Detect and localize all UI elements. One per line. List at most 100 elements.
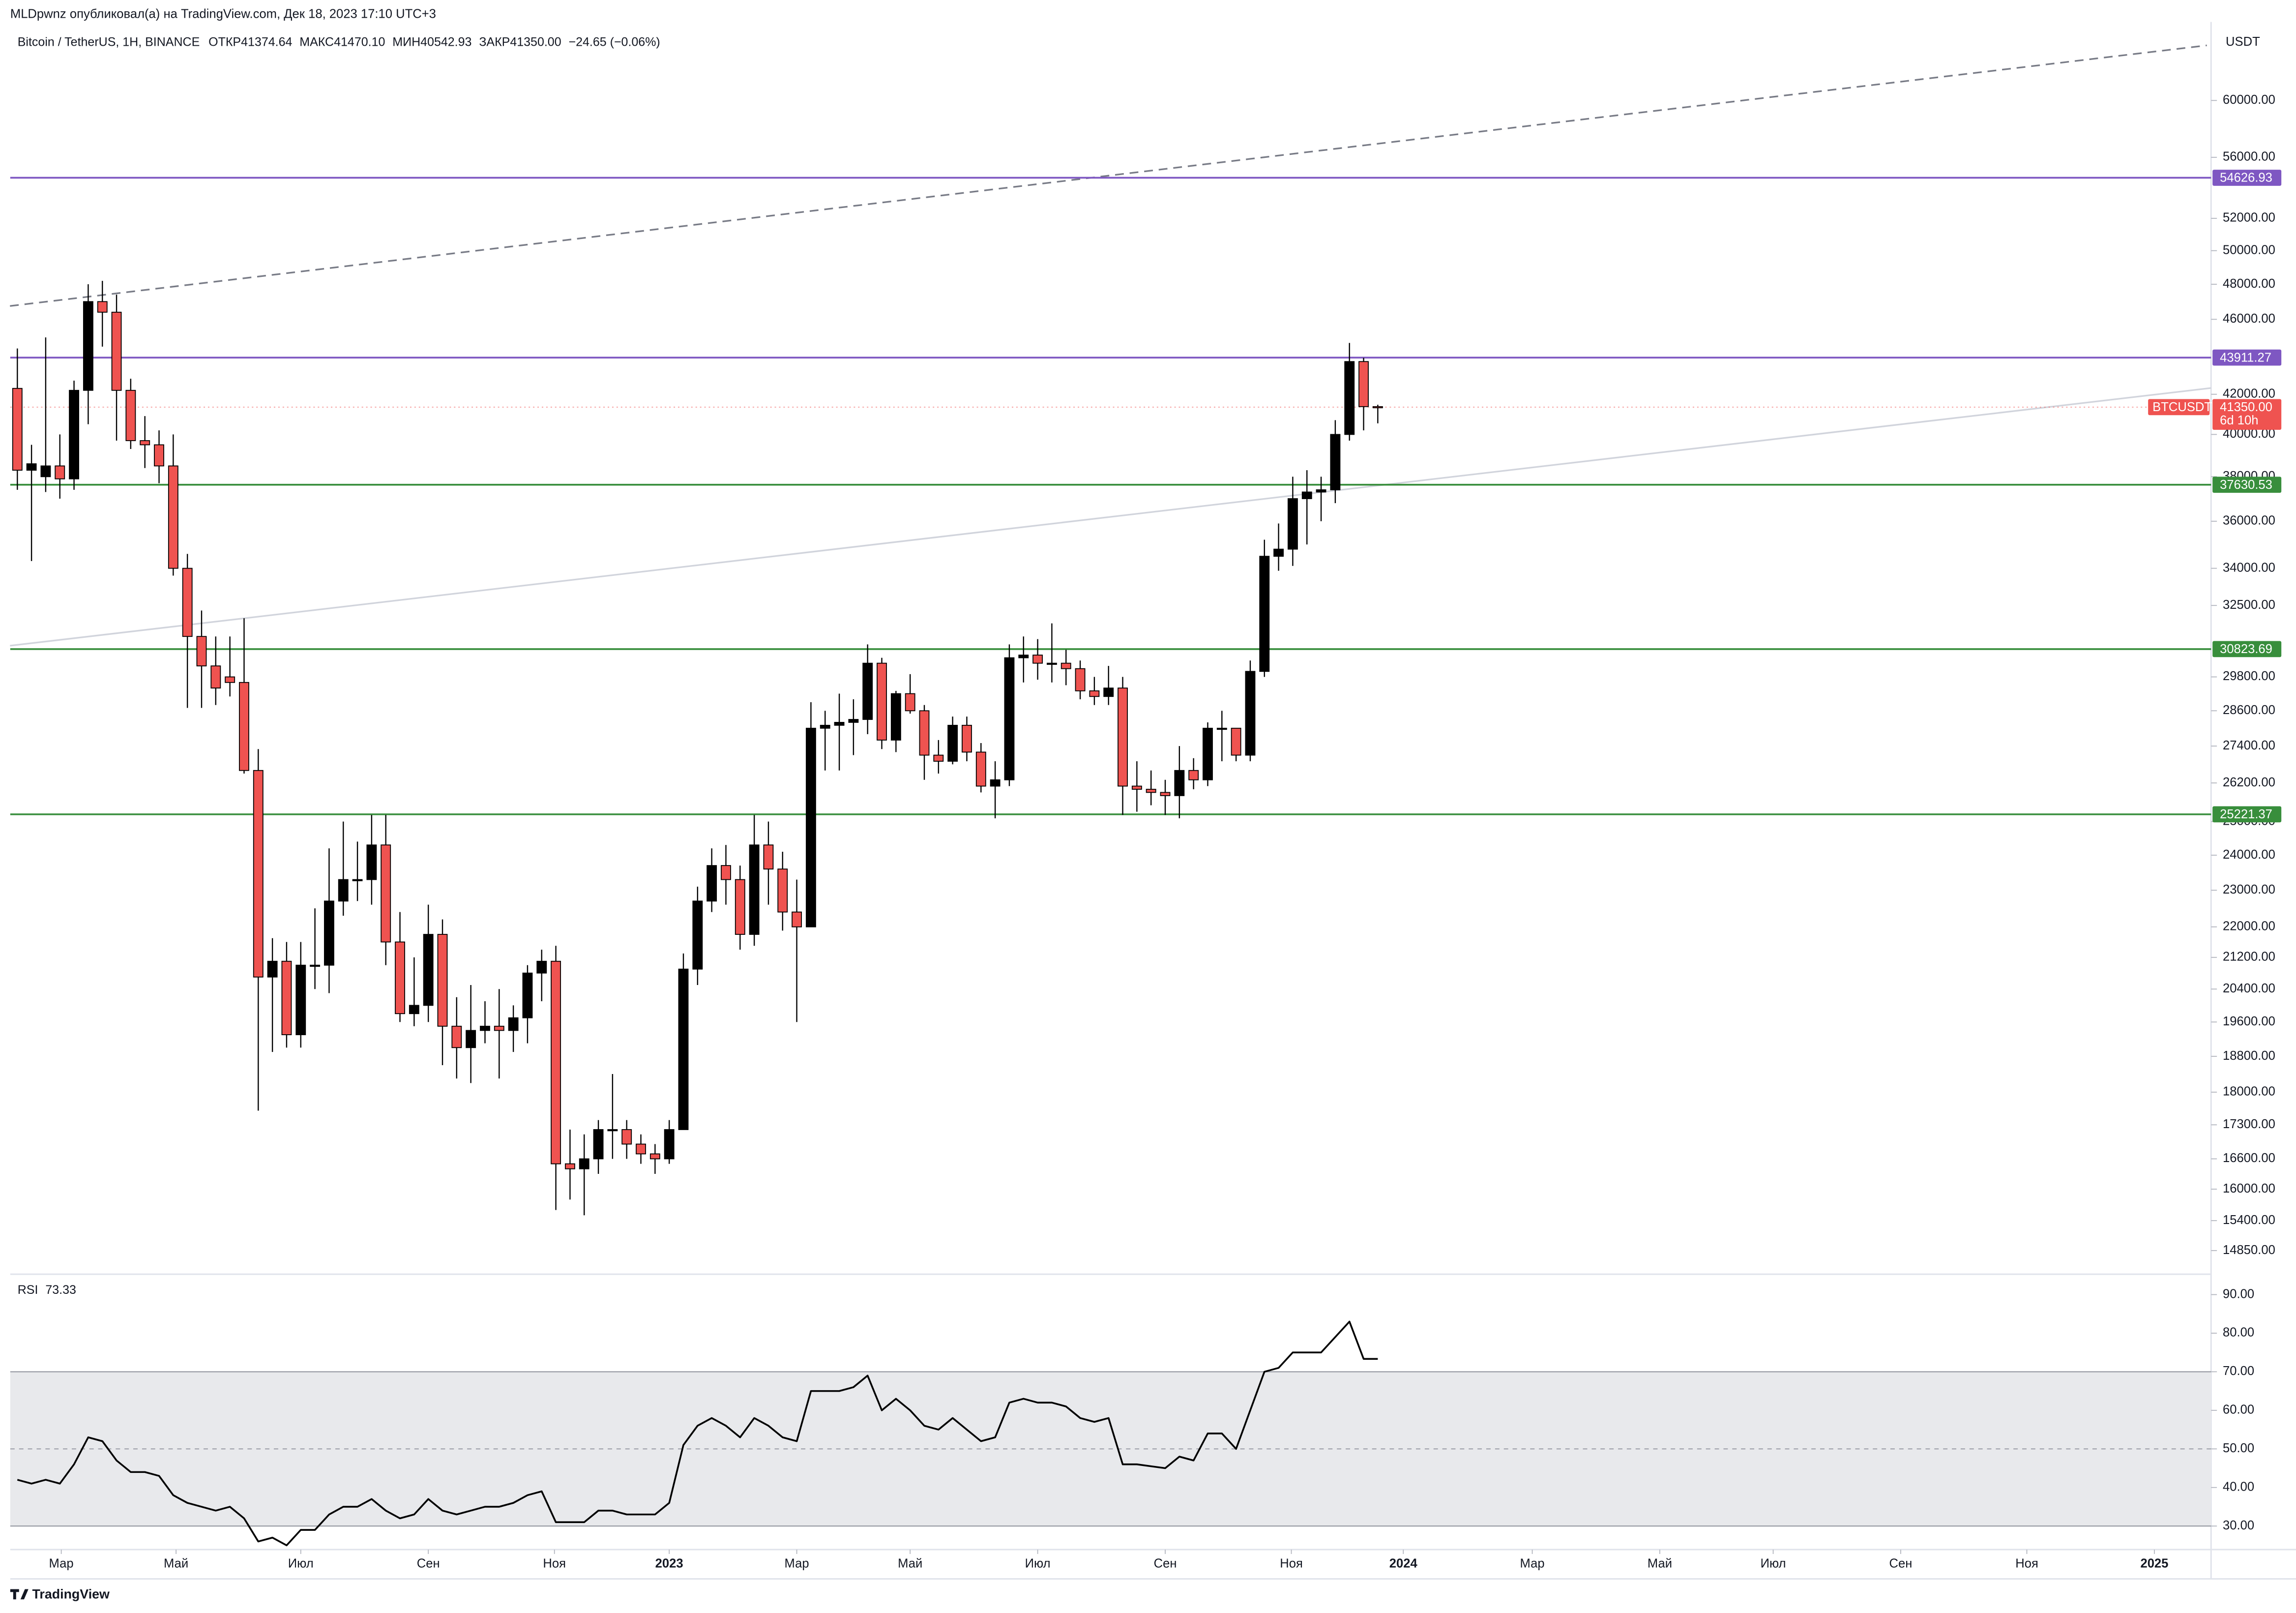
candle-body xyxy=(1004,657,1015,780)
candle-body xyxy=(508,1017,519,1031)
candle-body xyxy=(1259,556,1270,672)
candle-body xyxy=(777,868,788,913)
x-tick-label: 2025 xyxy=(2140,1557,2168,1571)
symbol-line: Bitcoin / TetherUS, 1H, BINANCE xyxy=(18,35,200,49)
x-tick-label: Июл xyxy=(1761,1557,1786,1571)
candle-body xyxy=(1060,662,1071,669)
x-tick-label: Май xyxy=(898,1557,922,1571)
legend-header: Bitcoin / TetherUS, 1H, BINANCE ОТКР41374… xyxy=(18,35,660,49)
x-tick-label: Ноя xyxy=(543,1557,566,1571)
x-tick-label: Сен xyxy=(1154,1557,1177,1571)
last-price-label: 41350.00 xyxy=(2220,400,2272,414)
candle-body xyxy=(933,754,944,762)
candle-body xyxy=(962,724,972,753)
level-label: 30823.69 xyxy=(2220,642,2272,656)
candle-body xyxy=(310,964,321,967)
candle-body xyxy=(706,865,717,902)
candle-body xyxy=(564,1163,575,1169)
candle-body xyxy=(26,463,37,471)
ohlc-name: ОТКР xyxy=(208,35,241,49)
rsi-line xyxy=(17,1320,1378,1547)
candle-body xyxy=(763,844,774,870)
level-label: 37630.53 xyxy=(2220,478,2272,492)
candle-body xyxy=(281,960,292,1035)
candle-body xyxy=(494,1025,504,1031)
candle-body xyxy=(820,724,830,729)
ohlc-value: 41350.00 xyxy=(510,35,561,49)
y-tick-label: 27400.00 xyxy=(2223,739,2275,752)
candle-body xyxy=(324,900,334,966)
y-tick-label: 21200.00 xyxy=(2223,950,2275,964)
symbol-label: BTCUSDT xyxy=(2152,400,2212,414)
candle-body xyxy=(40,465,51,478)
logo-icon xyxy=(10,1589,29,1600)
x-tick-label: Ноя xyxy=(2015,1557,2038,1571)
candle-body xyxy=(919,710,930,756)
candle-body xyxy=(381,844,391,943)
candle-body xyxy=(1316,489,1326,493)
y-tick-label: 56000.00 xyxy=(2223,150,2275,164)
candle-body xyxy=(692,900,703,970)
candle-body xyxy=(338,879,349,902)
y-tick-label: 15400.00 xyxy=(2223,1213,2275,1227)
brand: TradingView xyxy=(32,1586,110,1601)
candle-body xyxy=(522,972,533,1018)
candle-body xyxy=(890,693,901,741)
candle-body xyxy=(182,568,193,637)
candle-body xyxy=(749,844,760,935)
candle-body xyxy=(678,968,689,1130)
y-tick-label: 29800.00 xyxy=(2223,669,2275,683)
candle-body xyxy=(253,770,264,978)
ohlc-name: ЗАКР xyxy=(479,35,510,49)
candle-body xyxy=(905,693,915,712)
candle-body xyxy=(154,444,164,467)
candle-body xyxy=(862,662,873,720)
candle-body xyxy=(210,665,221,689)
candle-body xyxy=(1188,770,1199,780)
y-tick-label: 90.00 xyxy=(2223,1287,2254,1301)
candle-body xyxy=(437,934,448,1027)
x-tick-label: Мар xyxy=(785,1557,809,1571)
y-tick-label: 60.00 xyxy=(2223,1403,2254,1417)
candle-body xyxy=(593,1129,604,1160)
level-label: 25221.37 xyxy=(2220,807,2272,821)
candle-body xyxy=(721,865,731,880)
countdown-label: 6d 10h xyxy=(2220,414,2258,427)
candle-body xyxy=(1103,687,1114,697)
candle-body xyxy=(1089,690,1100,697)
brand-logo: TradingView xyxy=(10,1586,110,1601)
candle-body xyxy=(69,389,79,479)
y-tick-label: 20400.00 xyxy=(2223,982,2275,995)
y-tick-label: 28600.00 xyxy=(2223,703,2275,717)
candle-body xyxy=(848,719,859,723)
trend-line xyxy=(10,44,2207,307)
level-label-box xyxy=(2212,641,2282,657)
candle-body xyxy=(466,1030,476,1048)
candle-body xyxy=(1160,792,1171,796)
candle-body xyxy=(579,1158,589,1169)
y-tick-label: 24000.00 xyxy=(2223,848,2275,862)
y-tick-label: 80.00 xyxy=(2223,1326,2254,1340)
candle-body xyxy=(97,301,108,313)
candle-body xyxy=(1047,662,1057,665)
y-tick-label: 26200.00 xyxy=(2223,776,2275,789)
candle-body xyxy=(352,879,363,881)
candle-body xyxy=(1231,727,1241,756)
ohlc-value: 41470.10 xyxy=(334,35,385,49)
candle-body xyxy=(196,636,207,667)
x-tick-label: 2023 xyxy=(655,1557,683,1571)
candle-body xyxy=(975,751,986,787)
candle-body xyxy=(664,1129,675,1160)
ohlc-name: МАКС xyxy=(299,35,334,49)
candle-body xyxy=(1273,548,1284,557)
rsi-name: RSI xyxy=(18,1283,38,1296)
candle-body xyxy=(111,311,122,391)
y-tick-label: 19600.00 xyxy=(2223,1015,2275,1028)
candle-body xyxy=(55,465,65,479)
candle-body xyxy=(409,1005,419,1015)
currency: USDT xyxy=(2226,35,2260,49)
candle-body xyxy=(1330,434,1341,490)
candle-body xyxy=(1032,655,1043,664)
ohlc-value: 41374.64 xyxy=(241,35,292,49)
